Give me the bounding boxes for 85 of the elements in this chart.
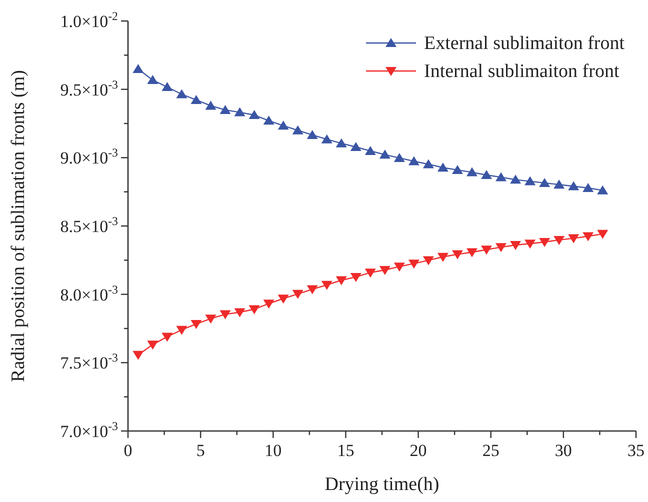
point bbox=[190, 320, 202, 329]
y-tick-label: 7.5×10$^{-3}$ bbox=[60, 350, 118, 373]
point bbox=[190, 94, 202, 104]
point bbox=[496, 243, 507, 252]
point bbox=[263, 116, 274, 125]
point bbox=[510, 174, 522, 184]
x-axis-title: Drying time(h) bbox=[324, 474, 440, 495]
y-tick-label: 9.5×10$^{-3}$ bbox=[60, 77, 118, 100]
point bbox=[234, 107, 246, 116]
point bbox=[408, 156, 420, 166]
point bbox=[597, 185, 608, 194]
point bbox=[205, 314, 216, 324]
point bbox=[379, 150, 390, 159]
x-tick-label: 30 bbox=[554, 441, 572, 460]
point bbox=[394, 152, 405, 162]
point bbox=[466, 248, 478, 258]
point bbox=[539, 238, 550, 247]
point bbox=[132, 64, 144, 73]
point bbox=[350, 142, 362, 152]
point bbox=[321, 134, 332, 144]
point bbox=[162, 82, 173, 92]
x-tick-label: 10 bbox=[264, 441, 282, 460]
point bbox=[568, 234, 580, 244]
point bbox=[364, 268, 376, 278]
point bbox=[220, 104, 231, 114]
point bbox=[147, 75, 158, 84]
point bbox=[524, 176, 536, 186]
point bbox=[524, 240, 536, 249]
point bbox=[422, 159, 434, 168]
point bbox=[364, 146, 376, 155]
point bbox=[582, 183, 594, 192]
x-tick-label: 35 bbox=[628, 441, 644, 460]
point bbox=[176, 326, 188, 335]
point bbox=[597, 230, 608, 239]
point bbox=[466, 167, 478, 176]
point bbox=[394, 262, 405, 272]
y-tick-label: 8.0×10$^{-3}$ bbox=[60, 282, 118, 304]
point bbox=[408, 260, 420, 269]
y-axis-title: Radial position of sublimation fronts (m) bbox=[8, 70, 29, 382]
point bbox=[278, 294, 289, 304]
point bbox=[437, 162, 448, 172]
point bbox=[306, 285, 318, 294]
point bbox=[582, 232, 594, 242]
x-tick-label: 15 bbox=[337, 441, 354, 460]
point bbox=[568, 181, 580, 190]
y-tick-label: 7.0×10$^{-3}$ bbox=[60, 419, 118, 441]
y-tick-label: 1.0×10$^{-2}$ bbox=[60, 9, 118, 31]
x-tick-label: 0 bbox=[124, 441, 132, 460]
point bbox=[336, 276, 347, 286]
point bbox=[263, 300, 274, 309]
point bbox=[132, 350, 144, 360]
point bbox=[481, 246, 492, 255]
legend-label: External sublimaiton front bbox=[424, 33, 626, 54]
x-tick-label: 20 bbox=[410, 441, 427, 460]
x-tick-label: 5 bbox=[196, 441, 205, 460]
point bbox=[306, 130, 318, 139]
point bbox=[220, 310, 231, 320]
point bbox=[321, 280, 332, 290]
point bbox=[162, 332, 173, 342]
x-tick-label: 25 bbox=[482, 441, 500, 460]
point bbox=[292, 125, 304, 134]
point bbox=[278, 120, 289, 130]
point bbox=[554, 180, 565, 189]
point bbox=[554, 236, 565, 245]
point bbox=[481, 170, 492, 180]
point bbox=[350, 272, 362, 282]
point bbox=[452, 250, 463, 260]
point bbox=[205, 100, 216, 110]
point bbox=[379, 266, 390, 276]
point bbox=[437, 252, 448, 262]
point bbox=[292, 290, 304, 299]
point bbox=[496, 172, 507, 182]
point bbox=[336, 138, 347, 148]
point bbox=[248, 110, 260, 120]
point bbox=[147, 340, 158, 350]
point bbox=[248, 305, 260, 314]
point bbox=[510, 240, 522, 250]
point bbox=[452, 164, 463, 174]
point bbox=[422, 256, 434, 266]
y-tick-label: 9.0×10$^{-3}$ bbox=[60, 146, 118, 168]
point bbox=[176, 89, 188, 98]
legend-label: Internal sublimaiton front bbox=[424, 61, 620, 82]
y-tick-label: 8.5×10$^{-3}$ bbox=[60, 214, 118, 236]
point bbox=[539, 178, 550, 187]
point bbox=[234, 308, 246, 318]
